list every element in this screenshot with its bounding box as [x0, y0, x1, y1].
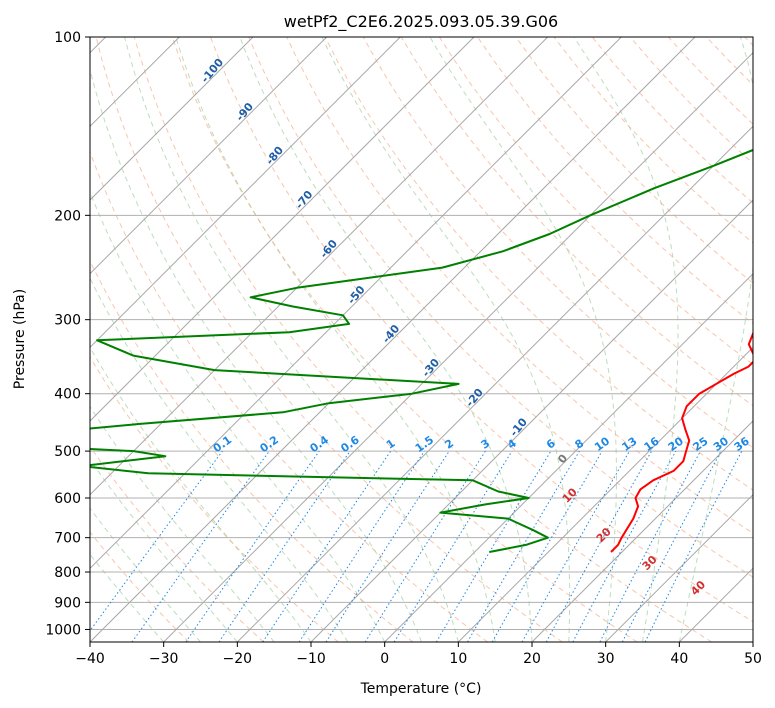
y-tick-label: 600: [54, 491, 81, 507]
isotherm-line: [236, 125, 753, 642]
y-tick-label: 900: [54, 595, 81, 611]
mixing-ratio-lines: [90, 450, 743, 642]
mixing-ratio-line: [393, 450, 513, 642]
y-tick-label: 400: [54, 387, 81, 403]
moist-adiabat-line: [573, 37, 679, 642]
moist-adiabat-line: [175, 37, 496, 642]
isotherm-line: [90, 37, 328, 275]
dry-adiabat-line: [248, 37, 753, 578]
moist-adiabat-line: [239, 37, 533, 642]
moist-adiabat-line: [90, 277, 349, 642]
plot-clip-group: 0.1 0.2 0.4 0.6 1 1.5 2 3 4 6 8 10 13 16 20 25 30 36-100-…: [90, 37, 753, 642]
dry-adiabat-line: [90, 150, 488, 642]
y-tick-label: 1000: [45, 622, 81, 638]
x-tick-label: 20: [523, 651, 541, 667]
y-tick-label: 300: [54, 313, 81, 329]
isotherm-line: [163, 51, 753, 642]
mixing-ratio-line: [131, 450, 270, 642]
x-tick-label: 0: [380, 651, 389, 667]
x-tick-label: 40: [670, 651, 688, 667]
x-tick-label: −30: [149, 651, 179, 667]
isotherm-line: [384, 272, 753, 642]
moist-adiabat-line: [90, 405, 275, 642]
y-axis-label: Pressure (hPa): [12, 289, 28, 389]
moist-adiabat-line: [90, 553, 165, 642]
dry-adiabat-line: [133, 37, 638, 642]
isotherm-line: [457, 346, 753, 642]
y-tick-label: 100: [54, 30, 81, 46]
mixing-ratio-line: [545, 450, 653, 642]
y-tick-label: 800: [54, 565, 81, 581]
plot-area: 0.1 0.2 0.4 0.6 1 1.5 2 3 4 6 8 10 13 16 20 25 30 36-100-…: [45, 30, 762, 667]
y-axis-ticks: 100 200 300 400 500 600 700 800 900 1000: [45, 30, 90, 638]
x-axis-ticks: −40 −30 −20 −10 0 10 20 30 40 50: [75, 642, 762, 667]
isotherm-line: [605, 493, 753, 642]
dewpoint-profile-line: [90, 148, 753, 553]
isotherm-line: [90, 37, 475, 422]
chart-title: wetPf2_C2E6.2025.093.05.39.G06: [284, 12, 558, 32]
dry-adiabat-line: [90, 531, 190, 642]
mixing-ratio-line: [521, 450, 630, 642]
x-tick-label: 50: [744, 651, 762, 667]
x-tick-label: −10: [296, 651, 326, 667]
isotherm-line: [90, 37, 549, 496]
dry-adiabat-line: [90, 445, 264, 642]
y-tick-label: 700: [54, 531, 81, 547]
mixing-ratio-line: [644, 450, 743, 642]
dry-adiabat-line: [90, 356, 339, 642]
isotherm-line: [310, 199, 753, 642]
y-tick-label: 200: [54, 208, 81, 224]
moist-adiabat-line: [124, 37, 459, 642]
dry-adiabat-line: [95, 37, 563, 642]
mixing-ratio-line: [325, 450, 450, 642]
y-tick-label: 500: [54, 444, 81, 460]
isotherm-line: [90, 37, 622, 570]
mixing-ratio-line: [298, 450, 425, 642]
plot-frame: [89, 36, 754, 643]
dry-adiabat-line: [515, 37, 753, 284]
moist-adiabat-line: [429, 37, 617, 642]
mixing-ratio-line: [262, 450, 392, 642]
isobar-gridlines: [90, 37, 753, 630]
dry-adiabat-line: [171, 37, 712, 642]
moist-adiabat-line: [321, 37, 571, 642]
moist-adiabat-line: [90, 67, 422, 642]
profile-series: [90, 148, 753, 553]
dry-adiabat-line: [438, 37, 753, 366]
mixing-ratio-line: [218, 450, 351, 642]
isotherm-line: [531, 420, 753, 642]
isotherm-line: [90, 37, 696, 642]
mixing-ratio-line: [90, 450, 223, 632]
mixing-ratio-line: [185, 450, 320, 642]
temperature-profile-line: [610, 331, 753, 553]
x-tick-label: 30: [597, 651, 615, 667]
isotherm-line: [90, 37, 254, 201]
x-tick-label: 10: [449, 651, 467, 667]
x-tick-label: −40: [75, 651, 105, 667]
x-tick-label: −20: [223, 651, 253, 667]
mixing-ratio-line: [572, 450, 677, 642]
x-axis-label: Temperature (°C): [360, 681, 482, 697]
dry-adiabat-line: [400, 37, 753, 407]
moist-adiabat-line: [90, 458, 238, 642]
